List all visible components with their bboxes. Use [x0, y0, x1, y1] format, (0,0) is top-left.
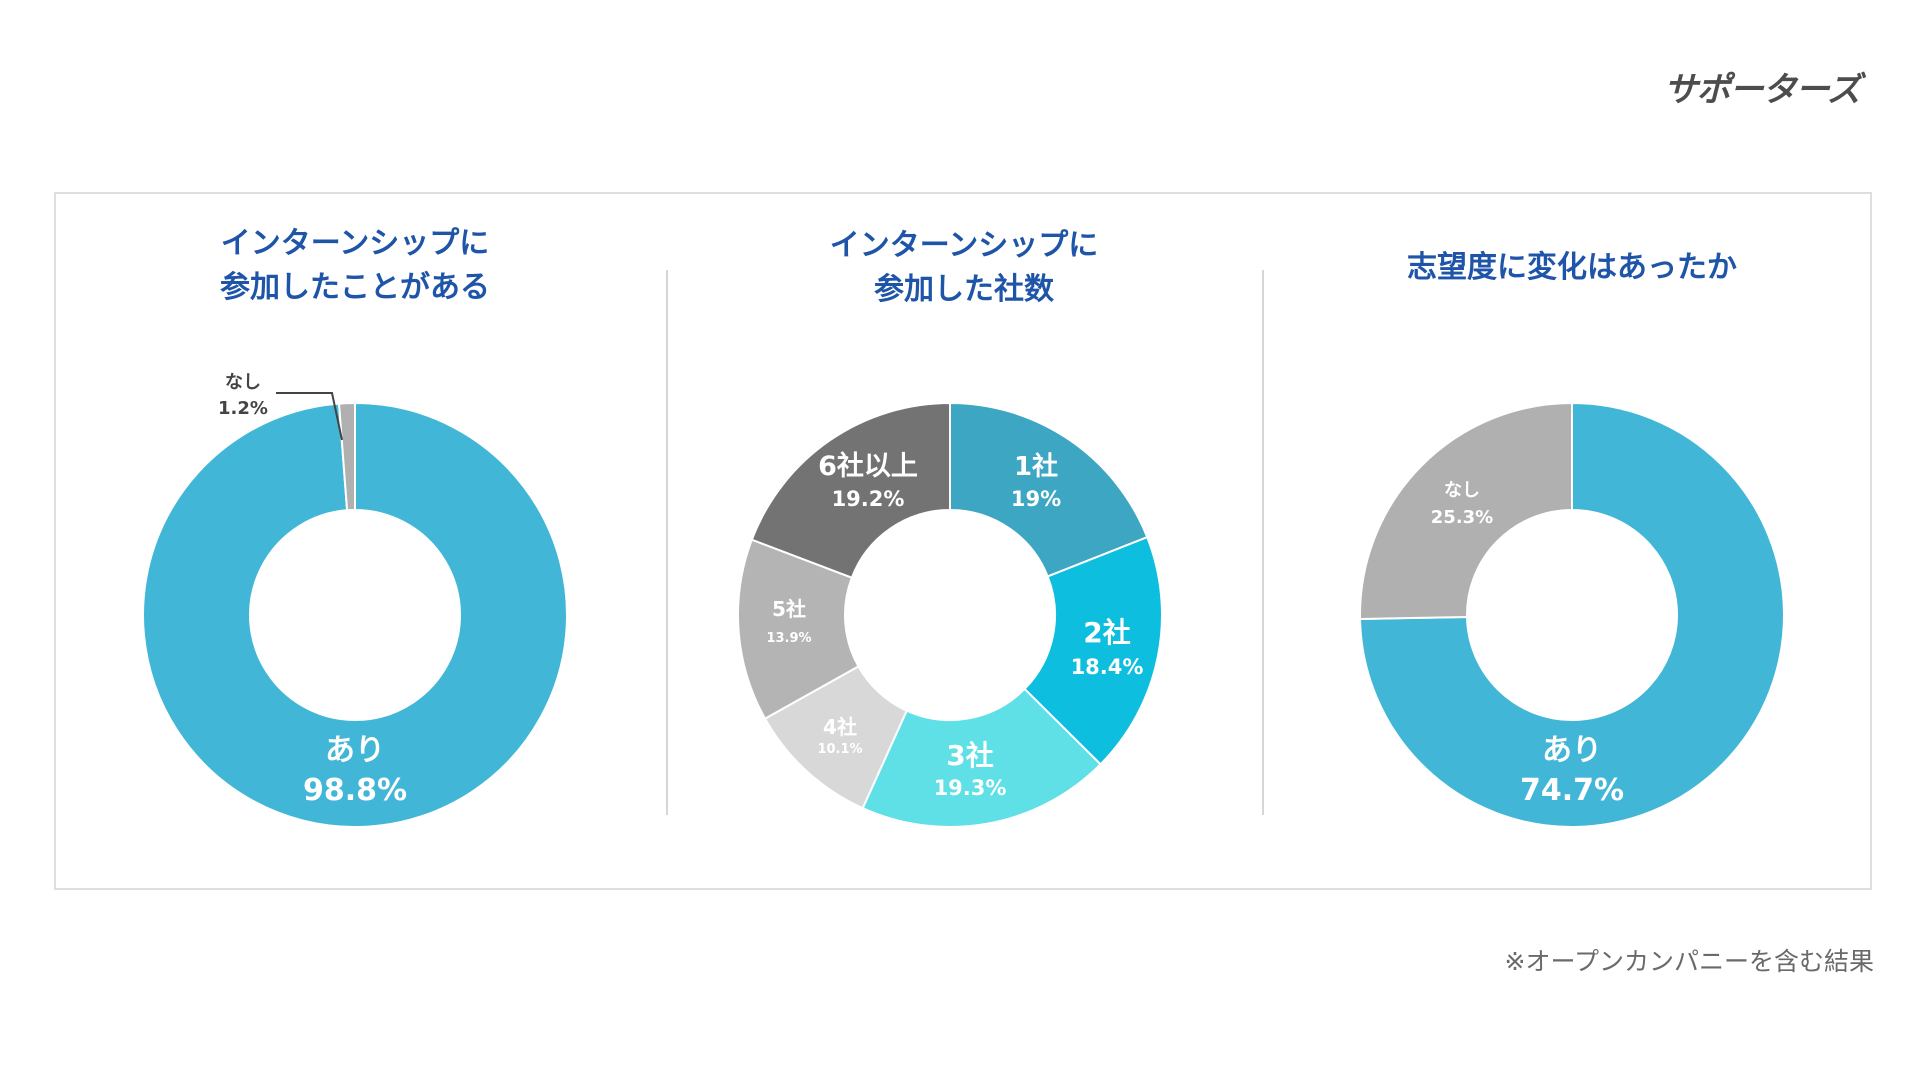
- chart-2-slice-5-value: 13.9%: [766, 631, 811, 646]
- chart-2-slice-6-label: 6社以上: [818, 450, 918, 482]
- chart-2-slice-4-label: 4社: [823, 715, 857, 739]
- chart-1-slice-1: [142, 401, 568, 828]
- chart-2-slice-3-label: 3社: [946, 739, 993, 772]
- chart-1-slice-2-leader-line: [276, 392, 343, 441]
- chart-3-slice-1-label: あり: [1542, 733, 1602, 768]
- chart-1-title-line-1: インターンシップに: [220, 226, 490, 261]
- chart-3-title-line-1: 志望度に変化はあったか: [1407, 250, 1737, 285]
- chart-3-slice-2-label: なし: [1444, 480, 1480, 501]
- chart-2-slice-2: [1023, 535, 1163, 766]
- chart-2-slice-6: [750, 401, 951, 579]
- divider-2: [1262, 270, 1264, 815]
- chart-2-slice-2-label: 2社: [1083, 616, 1130, 649]
- chart-1-title: インターンシップに 参加したことがある: [75, 222, 635, 310]
- chart-1-title-line-2: 参加したことがある: [220, 270, 490, 305]
- chart-2-slice-5: [737, 538, 860, 721]
- chart-1-slice-1-value: 98.8%: [303, 773, 407, 808]
- chart-3-slice-2: [1359, 401, 1573, 621]
- chart-3-slice-1: [1359, 401, 1785, 828]
- chart-3-slice-2-value: 25.3%: [1431, 507, 1493, 528]
- chart-2-slice-1: [949, 401, 1149, 578]
- chart-2-slice-3: [861, 687, 1102, 828]
- chart-3-title: 志望度に変化はあったか: [1292, 246, 1852, 290]
- chart-1-slice-2-value: 1.2%: [218, 398, 268, 419]
- chart-3-slice-1-value: 74.7%: [1520, 773, 1624, 808]
- footnote: ※オープンカンパニーを含む結果: [1504, 947, 1874, 976]
- chart-1-slice-2: [337, 401, 356, 512]
- chart-2-title-line-1: インターンシップに: [829, 228, 1099, 263]
- chart-2-slice-3-value: 19.3%: [934, 776, 1007, 800]
- charts-panel: [54, 192, 1872, 890]
- chart-2-title-line-2: 参加した社数: [874, 272, 1054, 307]
- chart-2-slice-5-label: 5社: [772, 597, 806, 621]
- brand-logo: サポーターズ: [1663, 70, 1861, 110]
- chart-2-slice-2-value: 18.4%: [1071, 655, 1144, 679]
- divider-1: [666, 270, 668, 815]
- chart-2-slice-4-value: 10.1%: [817, 742, 862, 757]
- chart-1-slice-1-label: あり: [325, 733, 385, 768]
- chart-2-slice-6-value: 19.2%: [832, 487, 905, 511]
- chart-1-slice-2-label: なし: [225, 372, 261, 393]
- chart-2-title: インターンシップに 参加した社数: [684, 224, 1244, 312]
- chart-2-slice-1-value: 19%: [1011, 487, 1061, 511]
- chart-2-slice-1-label: 1社: [1014, 451, 1058, 482]
